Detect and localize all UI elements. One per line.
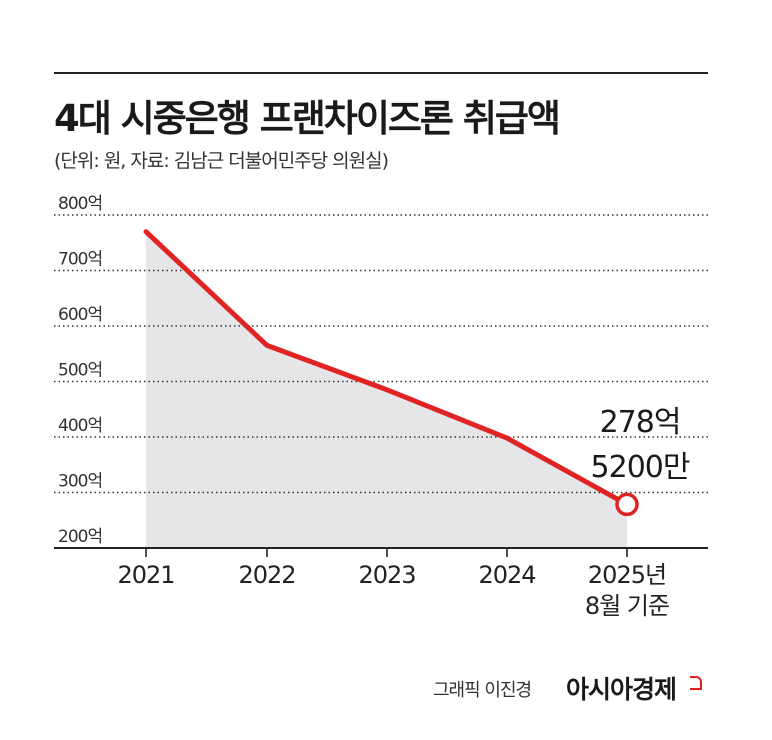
x-tick-label-1: 2022 bbox=[238, 561, 295, 589]
top-rule bbox=[54, 72, 708, 74]
x-tick-label-4: 2025년 bbox=[588, 561, 666, 589]
y-tick-label-200: 200억 bbox=[58, 527, 102, 547]
y-tick-label-700: 700억 bbox=[58, 250, 102, 270]
chart-subtitle: (단위: 원, 자료: 김남근 더불어민주당 의원실) bbox=[54, 150, 389, 172]
y-tick-label-500: 500억 bbox=[58, 361, 102, 381]
publisher-logo-mark-icon bbox=[690, 676, 702, 690]
graphic-credit: 그래픽 이진경 bbox=[433, 680, 532, 701]
x-tick-label-0: 2021 bbox=[117, 561, 174, 589]
x-tick-label-3: 2024 bbox=[478, 561, 535, 589]
x-tick-label-2: 2023 bbox=[358, 561, 415, 589]
annotation-line-2: 5200만 bbox=[591, 450, 690, 485]
publisher-logo: 아시아경제 bbox=[566, 675, 677, 704]
data-point-last bbox=[615, 492, 639, 517]
x-tick-sublabel-4: 8월 기준 bbox=[585, 592, 669, 620]
y-tick-label-800: 800억 bbox=[58, 194, 102, 214]
y-tick-label-300: 300억 bbox=[58, 472, 102, 492]
y-tick-label-400: 400억 bbox=[58, 416, 102, 436]
series-line bbox=[143, 229, 630, 507]
chart-title: 4대 시중은행 프랜차이즈론 취급액 bbox=[54, 97, 561, 140]
y-tick-label-600: 600억 bbox=[58, 305, 102, 325]
annotation-line-1: 278억 bbox=[600, 405, 681, 440]
